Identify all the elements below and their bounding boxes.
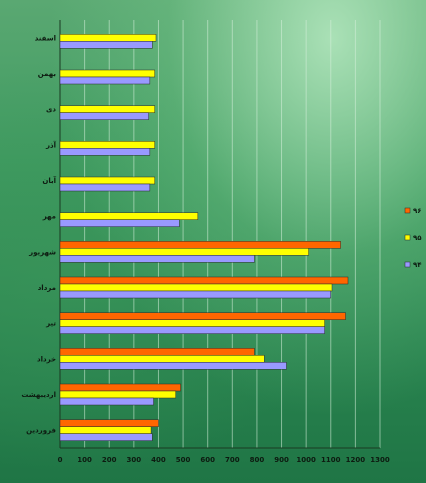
legend-swatch: [404, 261, 411, 268]
bar: [59, 319, 325, 327]
bar: [59, 212, 199, 220]
bar: [59, 383, 181, 392]
x-tick-label: 1300: [370, 456, 390, 464]
x-tick-label: 400: [151, 456, 166, 464]
x-tick-label: 600: [200, 456, 215, 464]
bar: [59, 255, 255, 263]
x-tick-label: 1100: [321, 456, 341, 464]
bar: [59, 276, 349, 285]
bar: [59, 176, 156, 185]
category-label: فروردین: [26, 427, 56, 435]
x-tick-label: 1200: [346, 456, 366, 464]
bar: [59, 419, 159, 427]
x-tick-label: 200: [102, 456, 117, 464]
bar: [59, 105, 156, 113]
bar: [59, 326, 325, 334]
bar: [59, 390, 176, 399]
category-label: خرداد: [37, 355, 56, 363]
bar: [59, 433, 153, 441]
bar: [59, 41, 153, 49]
bar: [59, 34, 157, 42]
category-label: دی: [46, 106, 56, 114]
category-label: تیر: [45, 320, 56, 328]
bar: [59, 69, 156, 78]
category-label: اسفند: [35, 34, 56, 42]
legend-label: ۹۵: [413, 234, 422, 242]
x-tick-label: 0: [58, 456, 63, 464]
category-label: مهر: [42, 213, 56, 221]
bar: [59, 283, 333, 292]
bar: [59, 148, 151, 156]
legend-label: ۹۴: [413, 261, 422, 269]
x-tick-label: 300: [127, 456, 142, 464]
category-label: آبان: [42, 176, 56, 185]
bar: [59, 241, 341, 249]
legend-swatch: [404, 207, 411, 214]
x-tick-label: 800: [250, 456, 265, 464]
bar: [59, 76, 151, 85]
bar: [59, 426, 152, 434]
bar: [59, 290, 332, 299]
x-tick-label: 1000: [296, 456, 316, 464]
x-tick-label: 500: [176, 456, 191, 464]
bar: [59, 362, 287, 370]
x-tick-label: 900: [274, 456, 289, 464]
bar: [59, 219, 180, 227]
bar: [59, 112, 149, 120]
bar: [59, 248, 309, 256]
bar: [59, 397, 154, 406]
category-label: شهریور: [28, 248, 56, 256]
category-label: آذر: [45, 140, 57, 149]
bar: [59, 183, 151, 192]
bar: [59, 348, 255, 356]
legend-label: ۹۶: [413, 207, 422, 215]
category-label: مرداد: [38, 284, 56, 292]
bar: [59, 355, 265, 363]
x-tick-label: 700: [225, 456, 240, 464]
category-label: بهمن: [38, 70, 57, 78]
bar: [59, 141, 156, 149]
legend-swatch: [404, 234, 411, 241]
category-label: اردیبهشت: [21, 391, 56, 399]
x-tick-label: 100: [77, 456, 92, 464]
bar: [59, 312, 346, 320]
